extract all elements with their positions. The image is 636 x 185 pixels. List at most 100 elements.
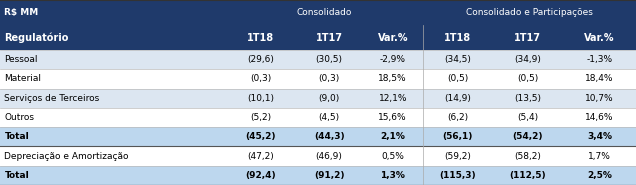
Text: (115,3): (115,3) bbox=[439, 171, 476, 180]
Bar bbox=[0, 166, 636, 185]
Text: (92,4): (92,4) bbox=[245, 171, 276, 180]
Bar bbox=[0, 25, 226, 50]
Text: (30,5): (30,5) bbox=[315, 55, 343, 64]
Text: 18,5%: 18,5% bbox=[378, 75, 407, 83]
Bar bbox=[423, 50, 493, 69]
Bar bbox=[0, 127, 226, 147]
Bar bbox=[0, 0, 423, 25]
Bar bbox=[226, 108, 296, 127]
Bar bbox=[493, 166, 563, 185]
Bar bbox=[296, 50, 363, 69]
Text: (5,4): (5,4) bbox=[517, 113, 539, 122]
Text: (9,0): (9,0) bbox=[319, 94, 340, 103]
Bar bbox=[423, 69, 493, 89]
Text: Var.%: Var.% bbox=[378, 33, 408, 43]
Text: 1T18: 1T18 bbox=[445, 33, 471, 43]
Bar bbox=[0, 50, 636, 69]
Bar bbox=[296, 166, 363, 185]
Bar bbox=[423, 147, 493, 166]
Bar bbox=[493, 89, 563, 108]
Text: Depreciação e Amortização: Depreciação e Amortização bbox=[4, 152, 129, 161]
Text: (47,2): (47,2) bbox=[247, 152, 274, 161]
Bar bbox=[226, 25, 296, 50]
Text: 2,5%: 2,5% bbox=[587, 171, 612, 180]
Bar bbox=[226, 50, 296, 69]
Bar bbox=[226, 89, 296, 108]
Text: (29,6): (29,6) bbox=[247, 55, 274, 64]
Bar bbox=[226, 166, 296, 185]
Text: (56,1): (56,1) bbox=[443, 132, 473, 141]
Bar bbox=[363, 50, 423, 69]
Text: 12,1%: 12,1% bbox=[378, 94, 407, 103]
Text: (0,3): (0,3) bbox=[319, 75, 340, 83]
Bar bbox=[563, 25, 636, 50]
Bar bbox=[363, 69, 423, 89]
Bar bbox=[493, 69, 563, 89]
Text: Serviços de Terceiros: Serviços de Terceiros bbox=[4, 94, 100, 103]
Text: (6,2): (6,2) bbox=[447, 113, 469, 122]
Text: 1,3%: 1,3% bbox=[380, 171, 405, 180]
Bar bbox=[0, 166, 226, 185]
Bar bbox=[563, 166, 636, 185]
Text: 18,4%: 18,4% bbox=[585, 75, 614, 83]
Text: (34,9): (34,9) bbox=[515, 55, 541, 64]
Bar bbox=[0, 89, 636, 108]
Text: Total: Total bbox=[4, 171, 29, 180]
Text: Consolidado e Participações: Consolidado e Participações bbox=[466, 8, 593, 17]
Bar bbox=[563, 69, 636, 89]
Text: (45,2): (45,2) bbox=[245, 132, 276, 141]
Text: (91,2): (91,2) bbox=[314, 171, 344, 180]
Bar bbox=[423, 0, 636, 25]
Text: (0,3): (0,3) bbox=[250, 75, 272, 83]
Text: (0,5): (0,5) bbox=[447, 75, 469, 83]
Text: (34,5): (34,5) bbox=[445, 55, 471, 64]
Text: 10,7%: 10,7% bbox=[585, 94, 614, 103]
Text: (14,9): (14,9) bbox=[445, 94, 471, 103]
Bar bbox=[296, 89, 363, 108]
Text: (46,9): (46,9) bbox=[315, 152, 343, 161]
Bar bbox=[363, 147, 423, 166]
Text: (0,5): (0,5) bbox=[517, 75, 539, 83]
Bar bbox=[296, 69, 363, 89]
Text: (112,5): (112,5) bbox=[509, 171, 546, 180]
Text: (44,3): (44,3) bbox=[314, 132, 345, 141]
Text: 3,4%: 3,4% bbox=[587, 132, 612, 141]
Text: Consolidado: Consolidado bbox=[296, 8, 352, 17]
Text: 1T18: 1T18 bbox=[247, 33, 274, 43]
Text: 14,6%: 14,6% bbox=[585, 113, 614, 122]
Text: Regulatório: Regulatório bbox=[4, 32, 69, 43]
Bar bbox=[296, 127, 363, 147]
Bar bbox=[296, 108, 363, 127]
Bar bbox=[226, 147, 296, 166]
Bar bbox=[296, 147, 363, 166]
Bar bbox=[0, 147, 636, 166]
Bar bbox=[423, 108, 493, 127]
Text: 1,7%: 1,7% bbox=[588, 152, 611, 161]
Bar bbox=[423, 89, 493, 108]
Bar bbox=[363, 166, 423, 185]
Bar bbox=[423, 166, 493, 185]
Bar bbox=[563, 147, 636, 166]
Text: 1T17: 1T17 bbox=[315, 33, 343, 43]
Bar bbox=[363, 25, 423, 50]
Bar bbox=[0, 69, 226, 89]
Bar bbox=[0, 108, 636, 127]
Text: 1T17: 1T17 bbox=[515, 33, 541, 43]
Bar bbox=[363, 89, 423, 108]
Bar bbox=[563, 108, 636, 127]
Bar bbox=[0, 127, 636, 147]
Bar bbox=[363, 108, 423, 127]
Bar bbox=[493, 127, 563, 147]
Bar bbox=[0, 25, 636, 50]
Bar bbox=[493, 147, 563, 166]
Bar bbox=[0, 147, 226, 166]
Bar bbox=[0, 89, 226, 108]
Bar bbox=[493, 25, 563, 50]
Bar bbox=[0, 50, 226, 69]
Bar bbox=[226, 127, 296, 147]
Bar bbox=[0, 108, 226, 127]
Text: Material: Material bbox=[4, 75, 41, 83]
Text: (10,1): (10,1) bbox=[247, 94, 274, 103]
Bar bbox=[226, 69, 296, 89]
Text: 2,1%: 2,1% bbox=[380, 132, 405, 141]
